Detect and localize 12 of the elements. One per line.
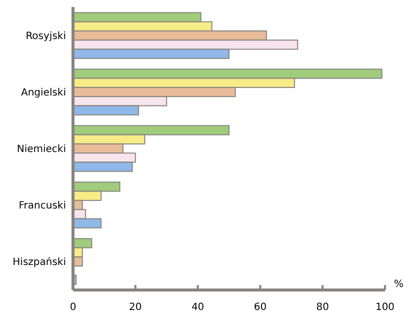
y-tick-label: Francuski (18, 200, 66, 212)
y-tick-label: Niemiecki (16, 144, 66, 155)
x-tick-label: 20 (129, 302, 142, 313)
y-tick-label: Hiszpański (12, 256, 66, 268)
y-tick-label: Rosyjski (26, 31, 66, 42)
y-tick-label: Angielski (20, 88, 66, 99)
x-tick-label: 100 (375, 302, 395, 313)
x-tick-label: 80 (316, 302, 329, 313)
x-tick-label: 40 (191, 302, 204, 313)
x-tick-label: 0 (70, 302, 76, 313)
x-axis-title: % (394, 279, 404, 290)
x-tick-label: 60 (254, 302, 267, 313)
